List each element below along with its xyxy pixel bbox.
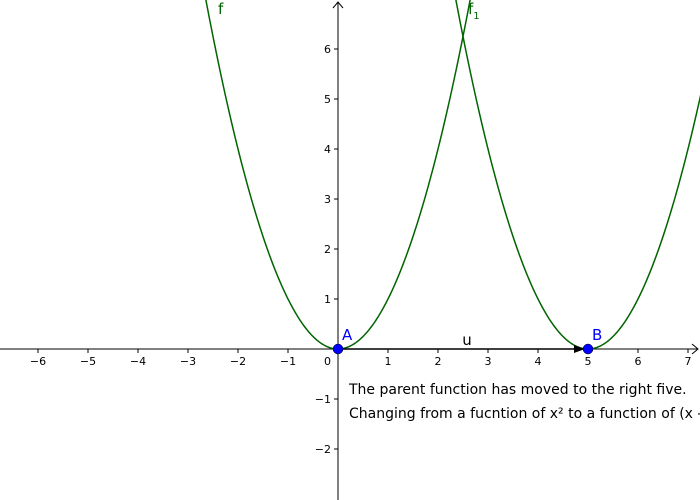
y-tick-label: −1 — [315, 393, 331, 406]
annotation-text-2: Changing from a fucntion of x² to a func… — [349, 406, 700, 422]
point-label-B: B — [592, 326, 602, 344]
y-tick-label: 3 — [324, 193, 331, 206]
y-tick-label: 2 — [324, 243, 331, 256]
x-tick-label: −5 — [80, 355, 96, 368]
x-tick-label: −3 — [180, 355, 196, 368]
x-tick-label: 2 — [435, 355, 442, 368]
x-tick-label: 7 — [685, 355, 692, 368]
x-tick-label: 3 — [485, 355, 492, 368]
y-tick-label: −2 — [315, 443, 331, 456]
curve-f1 — [455, 0, 700, 350]
x-tick-label: −6 — [30, 355, 46, 368]
vector-label: u — [462, 331, 472, 349]
translation-vector: u — [338, 331, 585, 353]
annotation-text-1: The parent function has moved to the rig… — [349, 382, 687, 398]
y-tick-label: 6 — [324, 43, 331, 56]
x-tick-label: 1 — [385, 355, 392, 368]
origin-label: 0 — [324, 355, 331, 368]
curve-label-f1: f1 — [468, 0, 480, 22]
y-tick-label: 1 — [324, 293, 331, 306]
y-axis-arrow-icon — [332, 1, 344, 9]
vector-arrowhead-icon — [574, 345, 585, 353]
curve-label-subscript: 1 — [473, 11, 479, 22]
curve-label-f: f — [218, 0, 224, 18]
x-tick-label: −4 — [130, 355, 146, 368]
x-tick-label: 5 — [585, 355, 592, 368]
y-tick-label: 5 — [324, 93, 331, 106]
point-A — [332, 343, 344, 355]
y-tick-label: 4 — [324, 143, 331, 156]
point-B — [582, 343, 594, 355]
x-axis-arrow-icon — [691, 343, 699, 355]
x-tick-label: −1 — [280, 355, 296, 368]
x-tick-label: 4 — [535, 355, 542, 368]
x-tick-label: 6 — [635, 355, 642, 368]
x-tick-label: −2 — [230, 355, 246, 368]
function-curves: f f1 — [205, 0, 700, 350]
point-label-A: A — [342, 326, 353, 344]
